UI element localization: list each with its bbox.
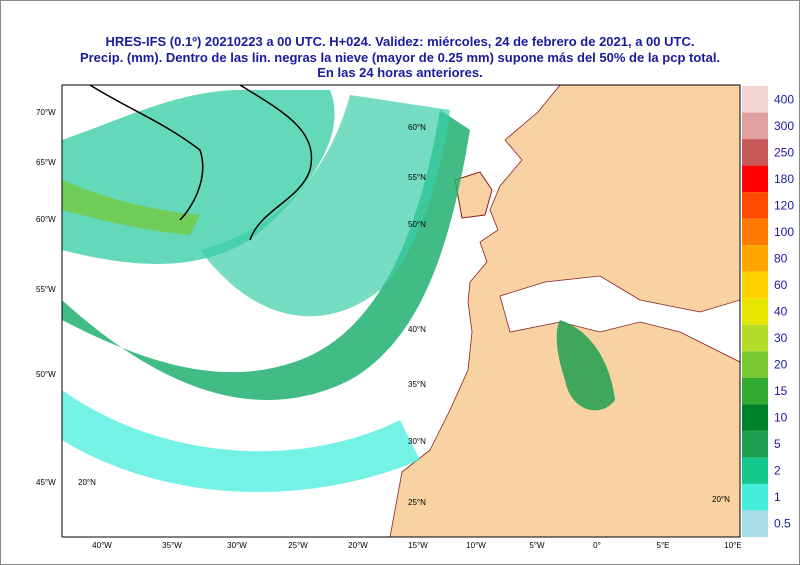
colorbar-label: 0.5 bbox=[774, 517, 791, 531]
colorbar-swatch bbox=[742, 165, 768, 193]
colorbar-label: 120 bbox=[774, 198, 794, 212]
colorbar-swatch bbox=[742, 377, 768, 405]
colorbar-label: 400 bbox=[774, 92, 794, 106]
map-border bbox=[61, 84, 741, 538]
lat-label: 60°W bbox=[36, 215, 56, 224]
grid-label: 40°N bbox=[408, 325, 426, 334]
grid-label: 60°N bbox=[408, 123, 426, 132]
colorbar-swatch bbox=[742, 245, 768, 272]
lon-label: 10°W bbox=[466, 541, 486, 550]
precip bbox=[556, 320, 615, 411]
lon-label: 5°E bbox=[657, 541, 670, 550]
colorbar-label: 15 bbox=[774, 384, 788, 398]
precip bbox=[200, 95, 450, 317]
grid-label: 20°N bbox=[78, 478, 96, 487]
colorbar-swatch bbox=[742, 510, 768, 537]
lon-label: 0° bbox=[593, 541, 601, 550]
colorbar-label: 100 bbox=[774, 225, 794, 239]
lat-label: 50°W bbox=[36, 370, 56, 379]
colorbar-label: 20 bbox=[774, 358, 788, 372]
lat-label: 65°W bbox=[36, 158, 56, 167]
grid-label: 30°N bbox=[408, 437, 426, 446]
grid-label: 50°N bbox=[408, 220, 426, 229]
colorbar-label: 10 bbox=[774, 411, 788, 425]
lon-label: 15°W bbox=[408, 541, 428, 550]
colorbar-label: 2 bbox=[774, 464, 781, 478]
lat-label: 70°W bbox=[36, 108, 56, 117]
precip bbox=[62, 390, 420, 493]
colorbar-swatch bbox=[742, 86, 768, 113]
colorbar-swatch bbox=[742, 404, 768, 431]
grid-label: 20°N bbox=[712, 495, 730, 504]
snow-line bbox=[239, 85, 313, 241]
grid-label: 55°N bbox=[408, 173, 426, 182]
land bbox=[454, 171, 493, 219]
colorbar-label: 80 bbox=[774, 251, 788, 265]
colorbar-label: 300 bbox=[774, 119, 794, 133]
colorbar-swatch bbox=[742, 139, 768, 166]
colorbar-label: 40 bbox=[774, 305, 788, 319]
lon-label: 40°W bbox=[92, 541, 112, 550]
map bbox=[62, 85, 740, 537]
lon-label: 5°W bbox=[529, 541, 545, 550]
colorbar-label: 60 bbox=[774, 278, 788, 292]
colorbar-swatch bbox=[742, 483, 768, 511]
title-line: En las 24 horas anteriores. bbox=[317, 65, 482, 80]
grid-label: 25°N bbox=[408, 498, 426, 507]
lon-label: 25°W bbox=[288, 541, 308, 550]
lat-label: 55°W bbox=[36, 285, 56, 294]
snow-line bbox=[89, 85, 204, 221]
lon-label: 10°E bbox=[724, 541, 741, 550]
grid-label: 35°N bbox=[408, 380, 426, 389]
colorbar-swatch bbox=[742, 457, 768, 484]
title-line: Precip. (mm). Dentro de las lin. negras … bbox=[80, 50, 720, 65]
colorbar-swatch bbox=[742, 298, 768, 325]
lon-label: 30°W bbox=[227, 541, 247, 550]
colorbar-label: 30 bbox=[774, 331, 788, 345]
lat-label: 45°W bbox=[36, 478, 56, 487]
colorbar-swatch bbox=[742, 192, 768, 219]
colorbar-swatch bbox=[742, 112, 768, 140]
colorbar-label: 5 bbox=[774, 437, 781, 451]
colorbar-swatch bbox=[742, 324, 768, 352]
colorbar-swatch bbox=[742, 271, 768, 299]
lon-label: 20°W bbox=[348, 541, 368, 550]
colorbar-label: 250 bbox=[774, 145, 794, 159]
colorbar-swatch bbox=[742, 430, 768, 458]
precip bbox=[62, 110, 470, 401]
precip bbox=[62, 180, 200, 235]
colorbar-label: 180 bbox=[774, 172, 794, 186]
colorbar-swatch bbox=[742, 351, 768, 378]
title-line: HRES-IFS (0.1º) 20210223 a 00 UTC. H+024… bbox=[106, 34, 695, 49]
lon-label: 35°W bbox=[162, 541, 182, 550]
colorbar-swatch bbox=[742, 218, 768, 246]
colorbar-label: 1 bbox=[774, 490, 781, 504]
